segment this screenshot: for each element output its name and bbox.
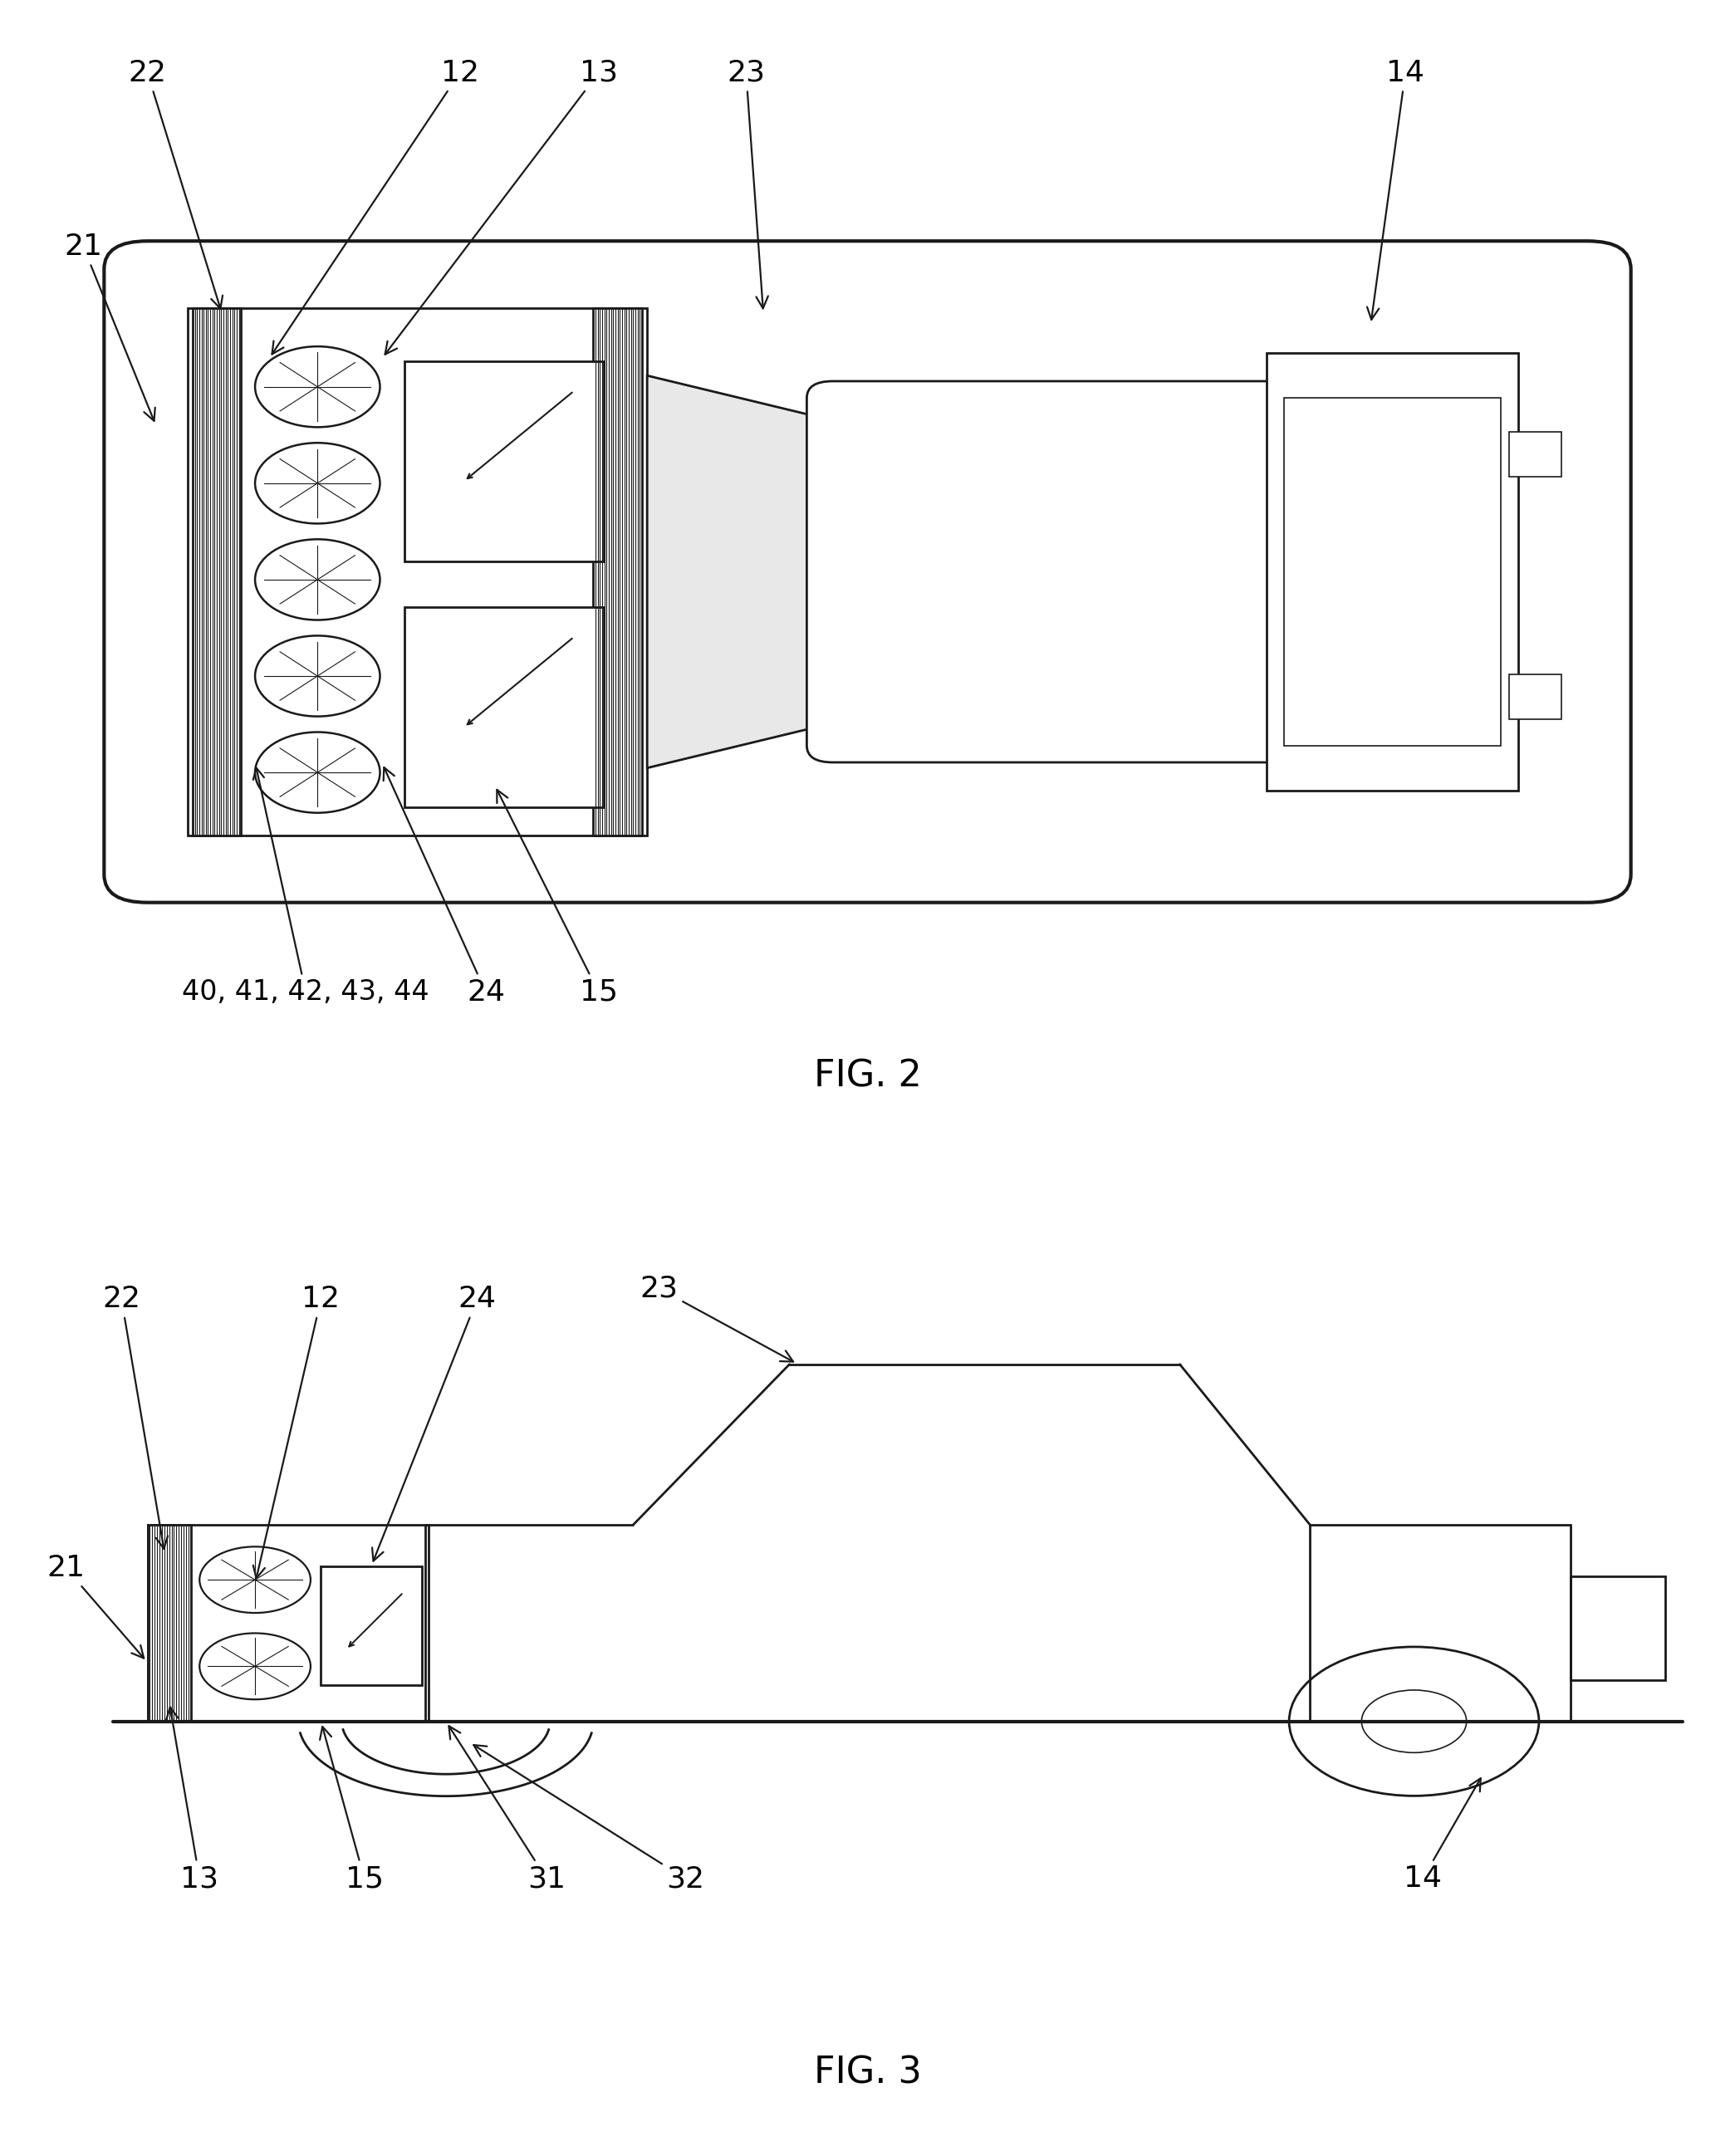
Text: 32: 32	[474, 1744, 704, 1893]
Bar	[1284, 399, 1501, 746]
Circle shape	[1289, 1647, 1539, 1796]
Text: 23: 23	[640, 1274, 793, 1363]
Bar	[187, 308, 647, 834]
Circle shape	[255, 636, 380, 716]
FancyBboxPatch shape	[104, 241, 1631, 903]
Circle shape	[1362, 1690, 1466, 1753]
Text: 23: 23	[727, 58, 769, 308]
Bar	[321, 1565, 422, 1686]
Text: 22: 22	[102, 1285, 168, 1548]
Text: 13: 13	[385, 58, 618, 354]
Text: 24: 24	[383, 768, 505, 1007]
Text: 24: 24	[373, 1285, 496, 1561]
Circle shape	[255, 539, 380, 621]
Text: 31: 31	[449, 1727, 566, 1893]
Text: 22: 22	[128, 58, 222, 308]
Bar	[1509, 675, 1562, 720]
Bar	[593, 308, 642, 834]
Bar	[1570, 1576, 1666, 1680]
Bar	[1267, 354, 1518, 791]
Text: 15: 15	[496, 789, 618, 1007]
Bar	[404, 608, 604, 806]
Text: 13: 13	[167, 1708, 219, 1893]
Text: 12: 12	[253, 1285, 340, 1578]
Text: FIG. 2: FIG. 2	[814, 1059, 921, 1093]
Text: 21: 21	[64, 233, 154, 420]
Text: 15: 15	[319, 1727, 383, 1893]
FancyBboxPatch shape	[807, 382, 1293, 763]
Text: FIG. 3: FIG. 3	[814, 2055, 921, 2091]
Polygon shape	[647, 375, 833, 768]
Bar	[193, 308, 241, 834]
Circle shape	[255, 442, 380, 524]
Bar	[1509, 431, 1562, 476]
Bar	[147, 1524, 191, 1720]
Circle shape	[255, 347, 380, 427]
Text: 40, 41, 42, 43, 44: 40, 41, 42, 43, 44	[182, 768, 429, 1007]
Text: 14: 14	[1367, 58, 1424, 319]
Text: 14: 14	[1404, 1779, 1480, 1893]
Circle shape	[255, 733, 380, 813]
Bar	[147, 1524, 429, 1720]
Circle shape	[200, 1634, 311, 1699]
Circle shape	[200, 1546, 311, 1613]
Bar	[404, 360, 604, 561]
Text: 21: 21	[47, 1554, 144, 1658]
Text: 12: 12	[272, 58, 479, 354]
